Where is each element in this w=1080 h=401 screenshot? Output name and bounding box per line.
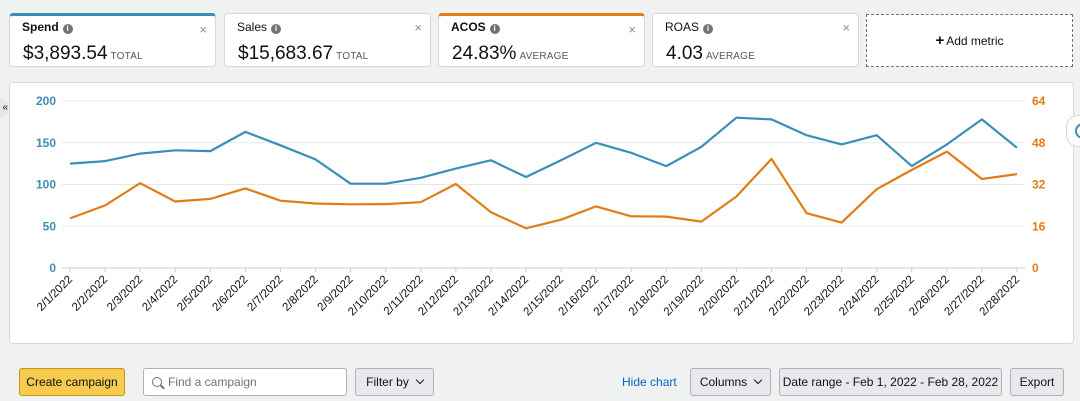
metric-card-spend[interactable]: Spend i × $3,893.54 TOTAL [9, 13, 216, 67]
search-input[interactable] [168, 374, 338, 390]
metric-label: Spend i [22, 20, 73, 34]
metric-card-sales[interactable]: Sales i × $15,683.67 TOTAL [224, 13, 431, 67]
close-icon[interactable]: × [414, 20, 422, 35]
metric-value: $3,893.54 TOTAL [23, 43, 143, 64]
add-metric-button[interactable]: + Add metric [866, 14, 1073, 67]
add-metric-label: Add metric [946, 34, 1004, 48]
collapse-left-icon[interactable]: « [0, 98, 8, 118]
metric-card-roas[interactable]: ROAS i × 4.03 AVERAGE [652, 13, 859, 67]
metric-label: ACOS i [451, 20, 500, 34]
create-campaign-button[interactable]: Create campaign [19, 368, 125, 396]
chart-panel [9, 82, 1074, 344]
chevron-down-icon [415, 375, 425, 385]
plus-icon: + [935, 32, 945, 49]
close-icon[interactable]: × [842, 20, 850, 35]
export-button[interactable]: Export [1010, 368, 1064, 396]
hide-chart-link[interactable]: Hide chart [622, 375, 677, 389]
metric-value: 24.83% AVERAGE [452, 43, 569, 64]
date-range-button[interactable]: Date range - Feb 1, 2022 - Feb 28, 2022 [779, 368, 1002, 396]
metric-card-acos[interactable]: ACOS i × 24.83% AVERAGE [438, 13, 645, 67]
info-icon[interactable]: i [271, 24, 282, 34]
filter-by-dropdown[interactable]: Filter by [355, 368, 434, 396]
columns-dropdown[interactable]: Columns [690, 368, 771, 396]
info-icon[interactable]: i [489, 24, 500, 34]
search-field[interactable] [143, 368, 347, 396]
info-icon[interactable]: i [62, 24, 73, 34]
metric-label: Sales i [237, 20, 282, 34]
close-icon[interactable]: × [199, 22, 207, 37]
close-icon[interactable]: × [628, 22, 636, 37]
metric-value: $15,683.67 TOTAL [238, 43, 369, 64]
refresh-icon[interactable] [1066, 115, 1080, 147]
search-icon [152, 377, 162, 387]
info-icon[interactable]: i [703, 24, 714, 34]
chevron-down-icon [753, 375, 763, 385]
metric-value: 4.03 AVERAGE [666, 43, 755, 64]
metric-label: ROAS i [665, 20, 714, 34]
